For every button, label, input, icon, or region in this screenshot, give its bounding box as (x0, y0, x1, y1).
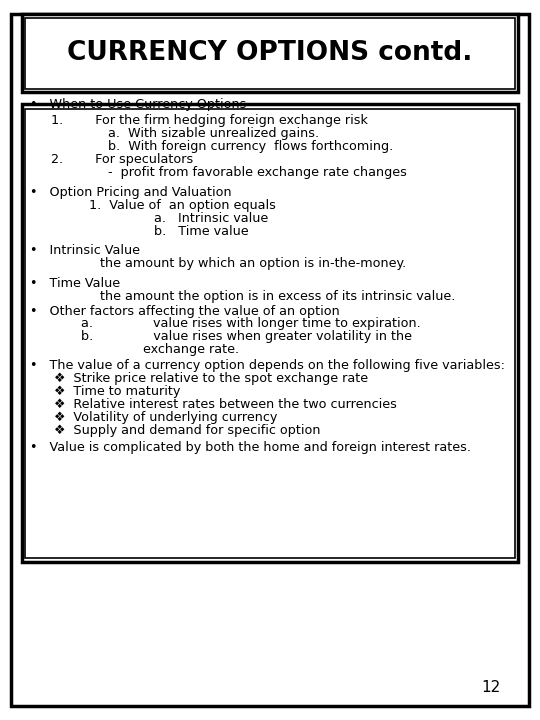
Text: exchange rate.: exchange rate. (143, 343, 239, 356)
Bar (25, 109, 515, 558)
Bar (22, 14, 518, 92)
Text: b.   Time value: b. Time value (154, 225, 248, 238)
Text: ❖  Strike price relative to the spot exchange rate: ❖ Strike price relative to the spot exch… (54, 372, 368, 385)
Text: CURRENCY OPTIONS contd.: CURRENCY OPTIONS contd. (68, 40, 472, 66)
Text: ❖  Volatility of underlying currency: ❖ Volatility of underlying currency (54, 411, 278, 424)
Text: b.  With foreign currency  flows forthcoming.: b. With foreign currency flows forthcomi… (108, 140, 393, 153)
Text: the amount the option is in excess of its intrinsic value.: the amount the option is in excess of it… (100, 290, 455, 303)
Text: ❖  Relative interest rates between the two currencies: ❖ Relative interest rates between the tw… (54, 398, 397, 411)
Text: 12: 12 (482, 680, 501, 695)
Text: a.  With sizable unrealized gains.: a. With sizable unrealized gains. (108, 127, 319, 140)
Text: •   Time Value: • Time Value (30, 277, 120, 290)
Text: •   Other factors affecting the value of an option: • Other factors affecting the value of a… (30, 305, 340, 318)
Text: -  profit from favorable exchange rate changes: - profit from favorable exchange rate ch… (108, 166, 407, 179)
Text: ❖  Time to maturity: ❖ Time to maturity (54, 385, 180, 398)
Text: a.               value rises with longer time to expiration.: a. value rises with longer time to expir… (81, 318, 421, 330)
Bar (22, 104, 518, 562)
Text: ❖  Supply and demand for specific option: ❖ Supply and demand for specific option (54, 424, 321, 437)
Text: 2.        For speculators: 2. For speculators (51, 153, 193, 166)
Text: the amount by which an option is in-the-money.: the amount by which an option is in-the-… (100, 257, 406, 270)
Text: •   Option Pricing and Valuation: • Option Pricing and Valuation (30, 186, 231, 199)
Bar (25, 18, 515, 89)
Text: a.   Intrinsic value: a. Intrinsic value (154, 212, 268, 225)
Text: •   Intrinsic Value: • Intrinsic Value (30, 244, 140, 257)
Text: •   When to Use Currency Options: • When to Use Currency Options (30, 98, 246, 111)
Text: 1.  Value of  an option equals: 1. Value of an option equals (89, 199, 276, 212)
Text: 1.        For the firm hedging foreign exchange risk: 1. For the firm hedging foreign exchange… (51, 114, 368, 127)
Text: •   Value is complicated by both the home and foreign interest rates.: • Value is complicated by both the home … (30, 441, 471, 454)
Text: •   The value of a currency option depends on the following five variables:: • The value of a currency option depends… (30, 359, 505, 372)
Text: b.               value rises when greater volatility in the: b. value rises when greater volatility i… (81, 330, 412, 343)
